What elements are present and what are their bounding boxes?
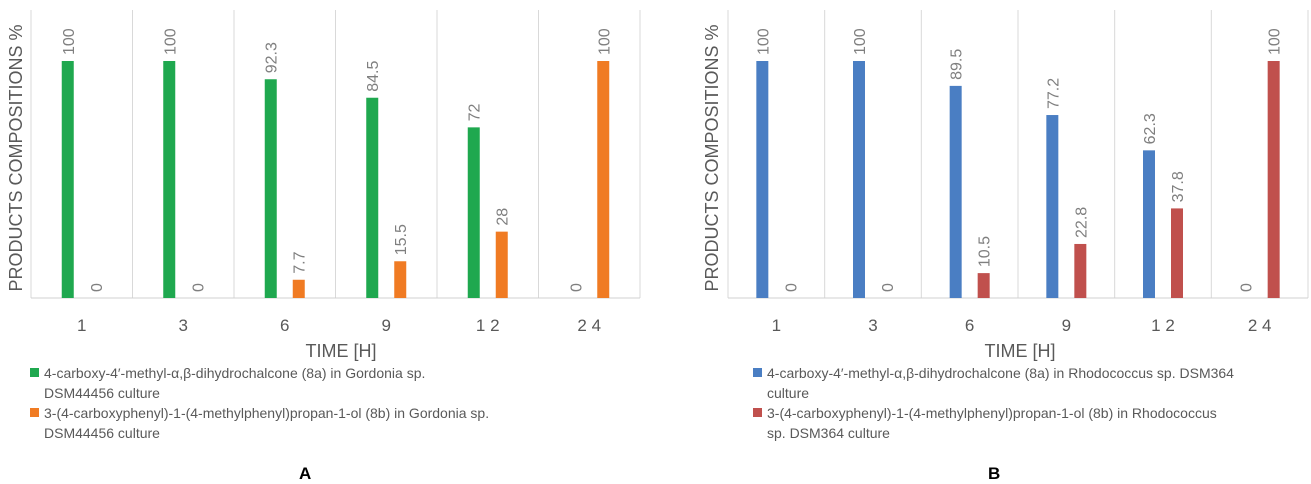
data-label: 0: [783, 283, 800, 292]
legend-swatch-8a: [753, 368, 762, 377]
chart-panel-b: 100 100 89.5 77.2 62.3 0 0 0 10.5 22.8 37.8 100 1 3 6 9…: [656, 0, 1311, 483]
x-tick-label: 2 4: [1248, 316, 1272, 335]
x-tick-label: 6: [965, 316, 974, 335]
data-label: 10.5: [977, 236, 994, 267]
x-tick-label: 6: [280, 316, 289, 335]
data-label: 0: [1239, 283, 1256, 292]
legend-b: 4-carboxy-4′-methyl-α,β-dihydrochalcone …: [753, 363, 1308, 443]
x-tick-label: 1 2: [476, 316, 500, 335]
data-label: 100: [61, 28, 78, 55]
legend-label-line: DSM44456 culture: [44, 385, 160, 401]
bar-8b: [1074, 243, 1087, 298]
legend-swatch-8b: [30, 408, 39, 417]
bar-chart-a: 100 100 92.3 84.5 72 0 0 0 7.7 15.5 28 100 1 3 6 9 1 2 2 …: [6, 10, 641, 361]
bar-8a: [1143, 150, 1155, 298]
legend-label-line: 4-carboxy-4′-methyl-α,β-dihydrochalcone …: [44, 365, 426, 381]
bar-8a: [366, 97, 379, 298]
bar-8b: [977, 273, 990, 298]
bar-8a: [264, 79, 277, 299]
data-label: 0: [880, 283, 897, 292]
bar-8b: [597, 61, 610, 298]
data-label: 0: [89, 283, 106, 292]
data-label: 22.8: [1073, 207, 1090, 238]
data-label: 100: [755, 28, 772, 55]
legend-label-line: DSM44456 culture: [44, 425, 160, 441]
data-label: 89.5: [949, 49, 966, 80]
legend-label-line: 3-(4-carboxyphenyl)-1-(4-methylphenyl)pr…: [44, 405, 490, 421]
bar-8b: [1267, 61, 1280, 298]
x-axis-title: TIME [H]: [985, 341, 1056, 361]
bar-8a: [163, 61, 176, 298]
bar-8a: [949, 85, 962, 298]
legend-label-line: sp. DSM364 culture: [767, 425, 890, 441]
bar-8b: [495, 231, 508, 298]
chart-panel-a: 100 100 92.3 84.5 72 0 0 0 7.7 15.5 28 100 1 3 6 9 1 2 2 …: [0, 0, 655, 483]
panel-label-b: B: [988, 464, 1001, 483]
bar-8a: [756, 61, 769, 298]
data-label: 15.5: [393, 224, 410, 255]
data-label: 77.2: [1045, 78, 1062, 109]
x-tick-label: 9: [1062, 316, 1071, 335]
x-tick-label: 3: [868, 316, 877, 335]
data-label: 92.3: [264, 42, 281, 73]
data-label: 100: [596, 28, 613, 55]
x-tick-label: 1: [772, 316, 781, 335]
data-label: 37.8: [1170, 171, 1187, 202]
x-tick-label: 1: [77, 316, 86, 335]
legend-a: 4-carboxy-4′-methyl-α,β-dihydrochalcone …: [30, 363, 640, 443]
legend-item-8a: 4-carboxy-4′-methyl-α,β-dihydrochalcone …: [30, 363, 640, 403]
legend-label-line: culture: [767, 385, 810, 401]
x-tick-label: 1 2: [1151, 316, 1175, 335]
data-label: 100: [162, 28, 179, 55]
data-label: 100: [852, 28, 869, 55]
y-axis-title: PRODUCTS COMPOSITIONS %: [702, 24, 722, 291]
data-label: 100: [1267, 28, 1284, 55]
x-tick-label: 2 4: [577, 316, 601, 335]
legend-item-8a: 4-carboxy-4′-methyl-α,β-dihydrochalcone …: [753, 363, 1308, 403]
bar-8a: [1046, 115, 1059, 298]
data-label: 7.7: [292, 251, 309, 273]
legend-label-line: 3-(4-carboxyphenyl)-1-(4-methylphenyl)pr…: [767, 405, 1217, 421]
x-tick-label: 9: [382, 316, 391, 335]
data-label: 0: [190, 283, 207, 292]
y-axis-title: PRODUCTS COMPOSITIONS %: [6, 24, 26, 291]
legend-swatch-8a: [30, 368, 39, 377]
legend-item-8b: 3-(4-carboxyphenyl)-1-(4-methylphenyl)pr…: [753, 403, 1308, 443]
bar-8b: [1171, 208, 1183, 298]
data-label: 28: [495, 208, 512, 226]
bar-8b: [292, 279, 305, 298]
data-label: 72: [467, 103, 484, 121]
legend-item-8b: 3-(4-carboxyphenyl)-1-(4-methylphenyl)pr…: [30, 403, 640, 443]
panel-label-a: A: [299, 464, 312, 483]
data-label: 84.5: [365, 60, 382, 91]
legend-swatch-8b: [753, 408, 762, 417]
bar-chart-b: 100 100 89.5 77.2 62.3 0 0 0 10.5 22.8 37.8 100 1 3 6 9…: [702, 10, 1309, 361]
legend-label-line: 4-carboxy-4′-methyl-α,β-dihydrochalcone …: [767, 365, 1234, 381]
bar-8a: [853, 61, 865, 298]
data-label: 62.3: [1142, 113, 1159, 144]
bar-8a: [467, 127, 480, 298]
x-axis-title: TIME [H]: [306, 341, 377, 361]
bar-8a: [61, 61, 74, 298]
data-label: 0: [568, 283, 585, 292]
bar-8b: [394, 261, 407, 298]
x-tick-label: 3: [179, 316, 188, 335]
